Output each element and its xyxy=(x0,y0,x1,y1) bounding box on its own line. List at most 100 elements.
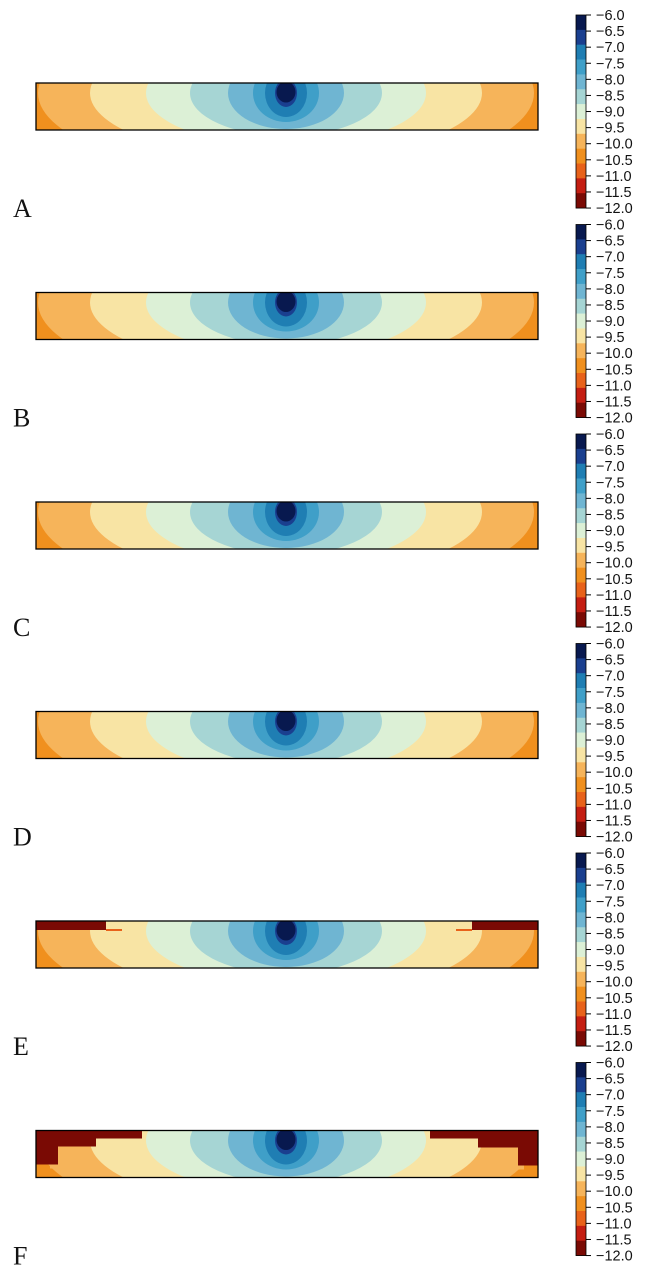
colorbar-tick-label: −10.5 xyxy=(596,1200,633,1216)
edge-artifact xyxy=(36,921,106,930)
colorbar-segment xyxy=(576,343,586,359)
colorbar-tick-label: −7.0 xyxy=(596,1088,625,1104)
contour-core xyxy=(276,711,296,731)
colorbar-segment xyxy=(576,193,586,209)
colorbar-tick-label: −8.0 xyxy=(596,282,625,298)
colorbar-tick-label: −12.0 xyxy=(596,1249,633,1265)
colorbar-segment xyxy=(576,283,586,300)
colorbar-segment xyxy=(576,643,586,659)
colorbar-segment xyxy=(576,942,586,958)
colorbar-tick-label: −12.0 xyxy=(596,620,633,636)
colorbar-tick-label: −11.5 xyxy=(596,394,632,410)
colorbar-segment xyxy=(576,478,586,494)
colorbar-segment xyxy=(576,717,586,733)
colorbar-tick-label: −8.5 xyxy=(596,88,625,104)
colorbar-segment xyxy=(576,74,586,90)
contour-plot xyxy=(36,921,538,968)
colorbar-tick-label: −7.0 xyxy=(596,250,625,266)
colorbar-segment xyxy=(576,15,586,31)
colorbar-tick-label: −6.5 xyxy=(596,24,625,40)
panel-e: E−6.0−6.5−7.0−7.5−8.0−8.5−9.0−9.5−10.0−1… xyxy=(13,846,633,1061)
colorbar-tick-label: −7.5 xyxy=(596,894,625,910)
colorbar-tick-label: −10.0 xyxy=(596,556,633,572)
colorbar-tick-label: −10.0 xyxy=(596,346,633,362)
contour-plot xyxy=(36,711,538,759)
colorbar-segment xyxy=(576,673,586,689)
colorbar-segment xyxy=(576,597,586,613)
contour-plot xyxy=(36,502,538,549)
panel-label: C xyxy=(13,613,30,642)
colorbar-segment xyxy=(576,239,586,255)
colorbar-segment xyxy=(576,732,586,748)
contour-core xyxy=(276,83,296,103)
contour-core xyxy=(276,502,296,522)
colorbar-tick-label: −6.5 xyxy=(596,234,625,250)
colorbar-segment xyxy=(576,821,586,837)
panel-c: C−6.0−6.5−7.0−7.5−8.0−8.5−9.0−9.5−10.0−1… xyxy=(13,427,633,642)
colorbar-tick-label: −9.5 xyxy=(596,959,625,975)
panel-label: D xyxy=(13,823,32,852)
colorbar-tick-label: −10.0 xyxy=(596,975,633,991)
colorbar-segment xyxy=(576,1211,586,1227)
colorbar-segment xyxy=(576,537,586,554)
panel-label: B xyxy=(13,404,30,433)
colorbar-tick-label: −10.0 xyxy=(596,137,633,153)
edge-artifact xyxy=(494,1165,524,1170)
colorbar-tick-label: −6.5 xyxy=(596,653,625,669)
colorbar-tick-label: −7.5 xyxy=(596,475,625,491)
colorbar-tick-label: −8.5 xyxy=(596,507,625,523)
colorbar-tick-label: −6.0 xyxy=(596,218,625,234)
colorbar-tick-label: −10.5 xyxy=(596,991,633,1007)
colorbar-tick-label: −12.0 xyxy=(596,830,633,846)
colorbar-tick-label: −6.5 xyxy=(596,1072,625,1088)
colorbar-tick-label: −9.5 xyxy=(596,540,625,556)
colorbar-segment xyxy=(576,358,586,374)
colorbar-tick-label: −10.0 xyxy=(596,765,633,781)
plot-frame xyxy=(35,82,539,131)
colorbar-segment xyxy=(576,777,586,793)
colorbar-segment xyxy=(576,493,586,509)
colorbar-tick-label: −6.5 xyxy=(596,862,625,878)
panel-label: E xyxy=(13,1032,29,1061)
panel-f: F−6.0−6.5−7.0−7.5−8.0−8.5−9.0−9.5−10.0−1… xyxy=(13,1056,633,1266)
colorbar-tick-label: −9.0 xyxy=(596,733,625,749)
colorbar-segment xyxy=(576,328,586,344)
panel-a: A−6.0−6.5−7.0−7.5−8.0−8.5−9.0−9.5−10.0−1… xyxy=(13,8,633,223)
plot-frame xyxy=(35,501,539,550)
contour-core xyxy=(276,292,296,312)
colorbar-tick-label: −10.5 xyxy=(596,781,633,797)
contour-core xyxy=(276,921,296,941)
colorbar-segment xyxy=(576,104,586,120)
colorbar: −6.0−6.5−7.0−7.5−8.0−8.5−9.0−9.5−10.0−10… xyxy=(575,637,633,846)
edge-artifact xyxy=(430,1130,538,1166)
colorbar-tick-label: −6.0 xyxy=(596,846,625,862)
colorbar-tick-label: −8.0 xyxy=(596,72,625,88)
colorbar-tick-label: −8.0 xyxy=(596,491,625,507)
colorbar-segment xyxy=(576,986,586,1002)
plot-frame xyxy=(35,920,539,969)
colorbar-tick-label: −9.5 xyxy=(596,330,625,346)
colorbar-tick-label: −9.0 xyxy=(596,943,625,959)
colorbar-tick-label: −7.0 xyxy=(596,40,625,56)
colorbar-segment xyxy=(576,387,586,403)
colorbar-segment xyxy=(576,463,586,479)
colorbar-tick-label: −10.0 xyxy=(596,1184,633,1200)
plot-frame xyxy=(35,291,539,341)
colorbar-tick-label: −11.5 xyxy=(596,813,632,829)
colorbar-tick-label: −6.0 xyxy=(596,1056,625,1072)
colorbar-tick-label: −6.0 xyxy=(596,427,625,443)
colorbar-segment xyxy=(576,1107,586,1123)
edge-artifact xyxy=(50,1164,80,1169)
colorbar-segment xyxy=(576,1136,586,1152)
colorbar-segment xyxy=(576,582,586,598)
colorbar-segment xyxy=(576,567,586,583)
colorbar-segment xyxy=(576,89,586,105)
colorbar-tick-label: −8.5 xyxy=(596,717,625,733)
colorbar-segment xyxy=(576,434,586,450)
colorbar-segment xyxy=(576,762,586,778)
colorbar-tick-label: −7.0 xyxy=(596,878,625,894)
colorbar-segment xyxy=(576,1166,586,1182)
colorbar-tick-label: −11.0 xyxy=(596,169,632,185)
panel-b: B−6.0−6.5−7.0−7.5−8.0−8.5−9.0−9.5−10.0−1… xyxy=(13,218,633,433)
